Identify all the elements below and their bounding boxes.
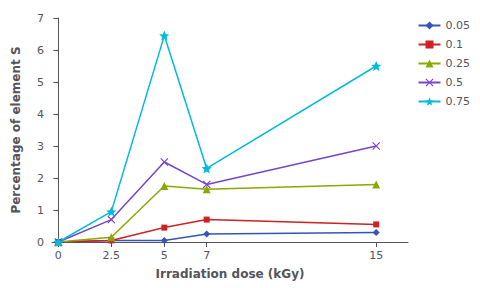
svg-text:0.25: 0.25 (446, 57, 471, 70)
svg-text:7: 7 (37, 12, 44, 25)
svg-text:2.5: 2.5 (103, 249, 121, 262)
svg-text:7: 7 (203, 249, 210, 262)
svg-text:5: 5 (161, 249, 168, 262)
svg-text:0.75: 0.75 (446, 95, 471, 108)
svg-text:6: 6 (37, 44, 44, 57)
svg-text:0: 0 (55, 249, 62, 262)
svg-text:1: 1 (37, 204, 44, 217)
svg-text:0.5: 0.5 (446, 76, 464, 89)
svg-text:Irradiation dose (kGy): Irradiation dose (kGy) (156, 267, 305, 281)
svg-text:0: 0 (37, 236, 44, 249)
svg-text:3: 3 (37, 140, 44, 153)
svg-text:5: 5 (37, 76, 44, 89)
svg-text:Percentage of element S: Percentage of element S (9, 46, 23, 213)
svg-text:4: 4 (37, 108, 44, 121)
svg-text:0.1: 0.1 (446, 38, 464, 51)
svg-text:2: 2 (37, 172, 44, 185)
svg-text:0.05: 0.05 (446, 19, 471, 32)
svg-text:15: 15 (369, 249, 383, 262)
